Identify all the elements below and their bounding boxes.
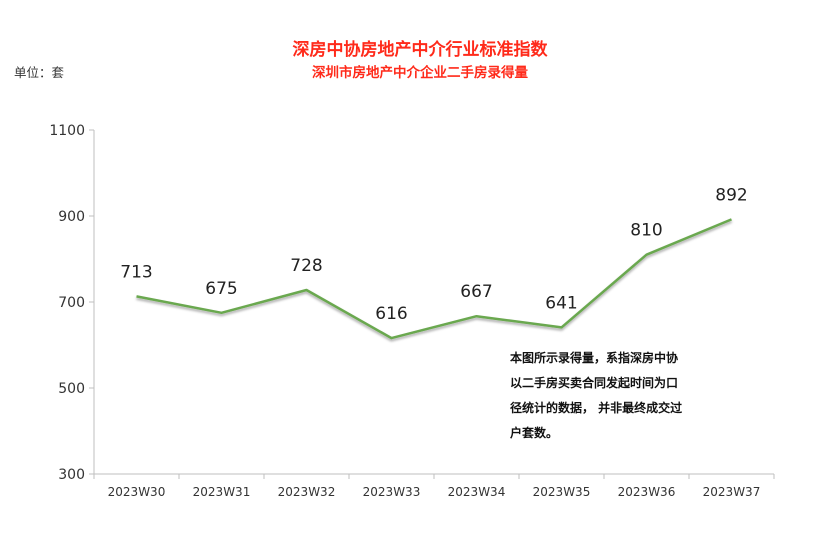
- note-line-2: 以二手房买卖合同发起时间为口: [510, 375, 678, 390]
- x-tick-label: 2023W30: [108, 485, 166, 499]
- x-tick-label: 2023W34: [448, 485, 506, 499]
- note-line-3: 径统计的数据， 并非最终成交过: [510, 400, 682, 415]
- y-tick-label: 500: [58, 381, 85, 397]
- data-labels: 713 675 728 616 667 641 810 892: [120, 185, 747, 324]
- data-label: 892: [715, 185, 747, 205]
- x-ticks: 2023W30 2023W31 2023W32 2023W33 2023W34 2023W…: [93, 474, 775, 499]
- y-tick-label: 700: [58, 295, 85, 311]
- data-label: 667: [460, 282, 492, 302]
- data-label: 728: [290, 256, 322, 276]
- note-line-4: 户套数。: [510, 425, 558, 440]
- unit-label: 单位：套: [14, 65, 65, 80]
- data-label: 641: [545, 293, 577, 313]
- chart-subtitle: 深圳市房地产中介企业二手房录得量: [312, 64, 528, 81]
- y-tick-label: 1100: [49, 123, 85, 139]
- data-label: 616: [375, 304, 407, 324]
- x-tick-label: 2023W33: [363, 485, 421, 499]
- note-text: 本图所示录得量，系指深房中协 以二手房买卖合同发起时间为口 径统计的数据， 并非…: [510, 350, 686, 440]
- data-label: 713: [120, 262, 152, 282]
- x-tick-label: 2023W31: [193, 485, 251, 499]
- chart-title: 深房中协房地产中介行业标准指数: [293, 39, 549, 60]
- data-label: 675: [205, 279, 237, 299]
- series-line: [136, 218, 732, 340]
- y-tick-label: 300: [58, 467, 85, 483]
- x-tick-label: 2023W36: [618, 485, 676, 499]
- y-ticks: 300 500 700 900 1100: [49, 123, 94, 483]
- x-tick-label: 2023W35: [533, 485, 591, 499]
- data-label: 810: [630, 221, 662, 241]
- y-tick-label: 900: [58, 209, 85, 225]
- x-tick-label: 2023W32: [278, 485, 336, 499]
- note-line-1: 本图所示录得量，系指深房中协: [510, 350, 678, 365]
- x-tick-label: 2023W37: [703, 485, 761, 499]
